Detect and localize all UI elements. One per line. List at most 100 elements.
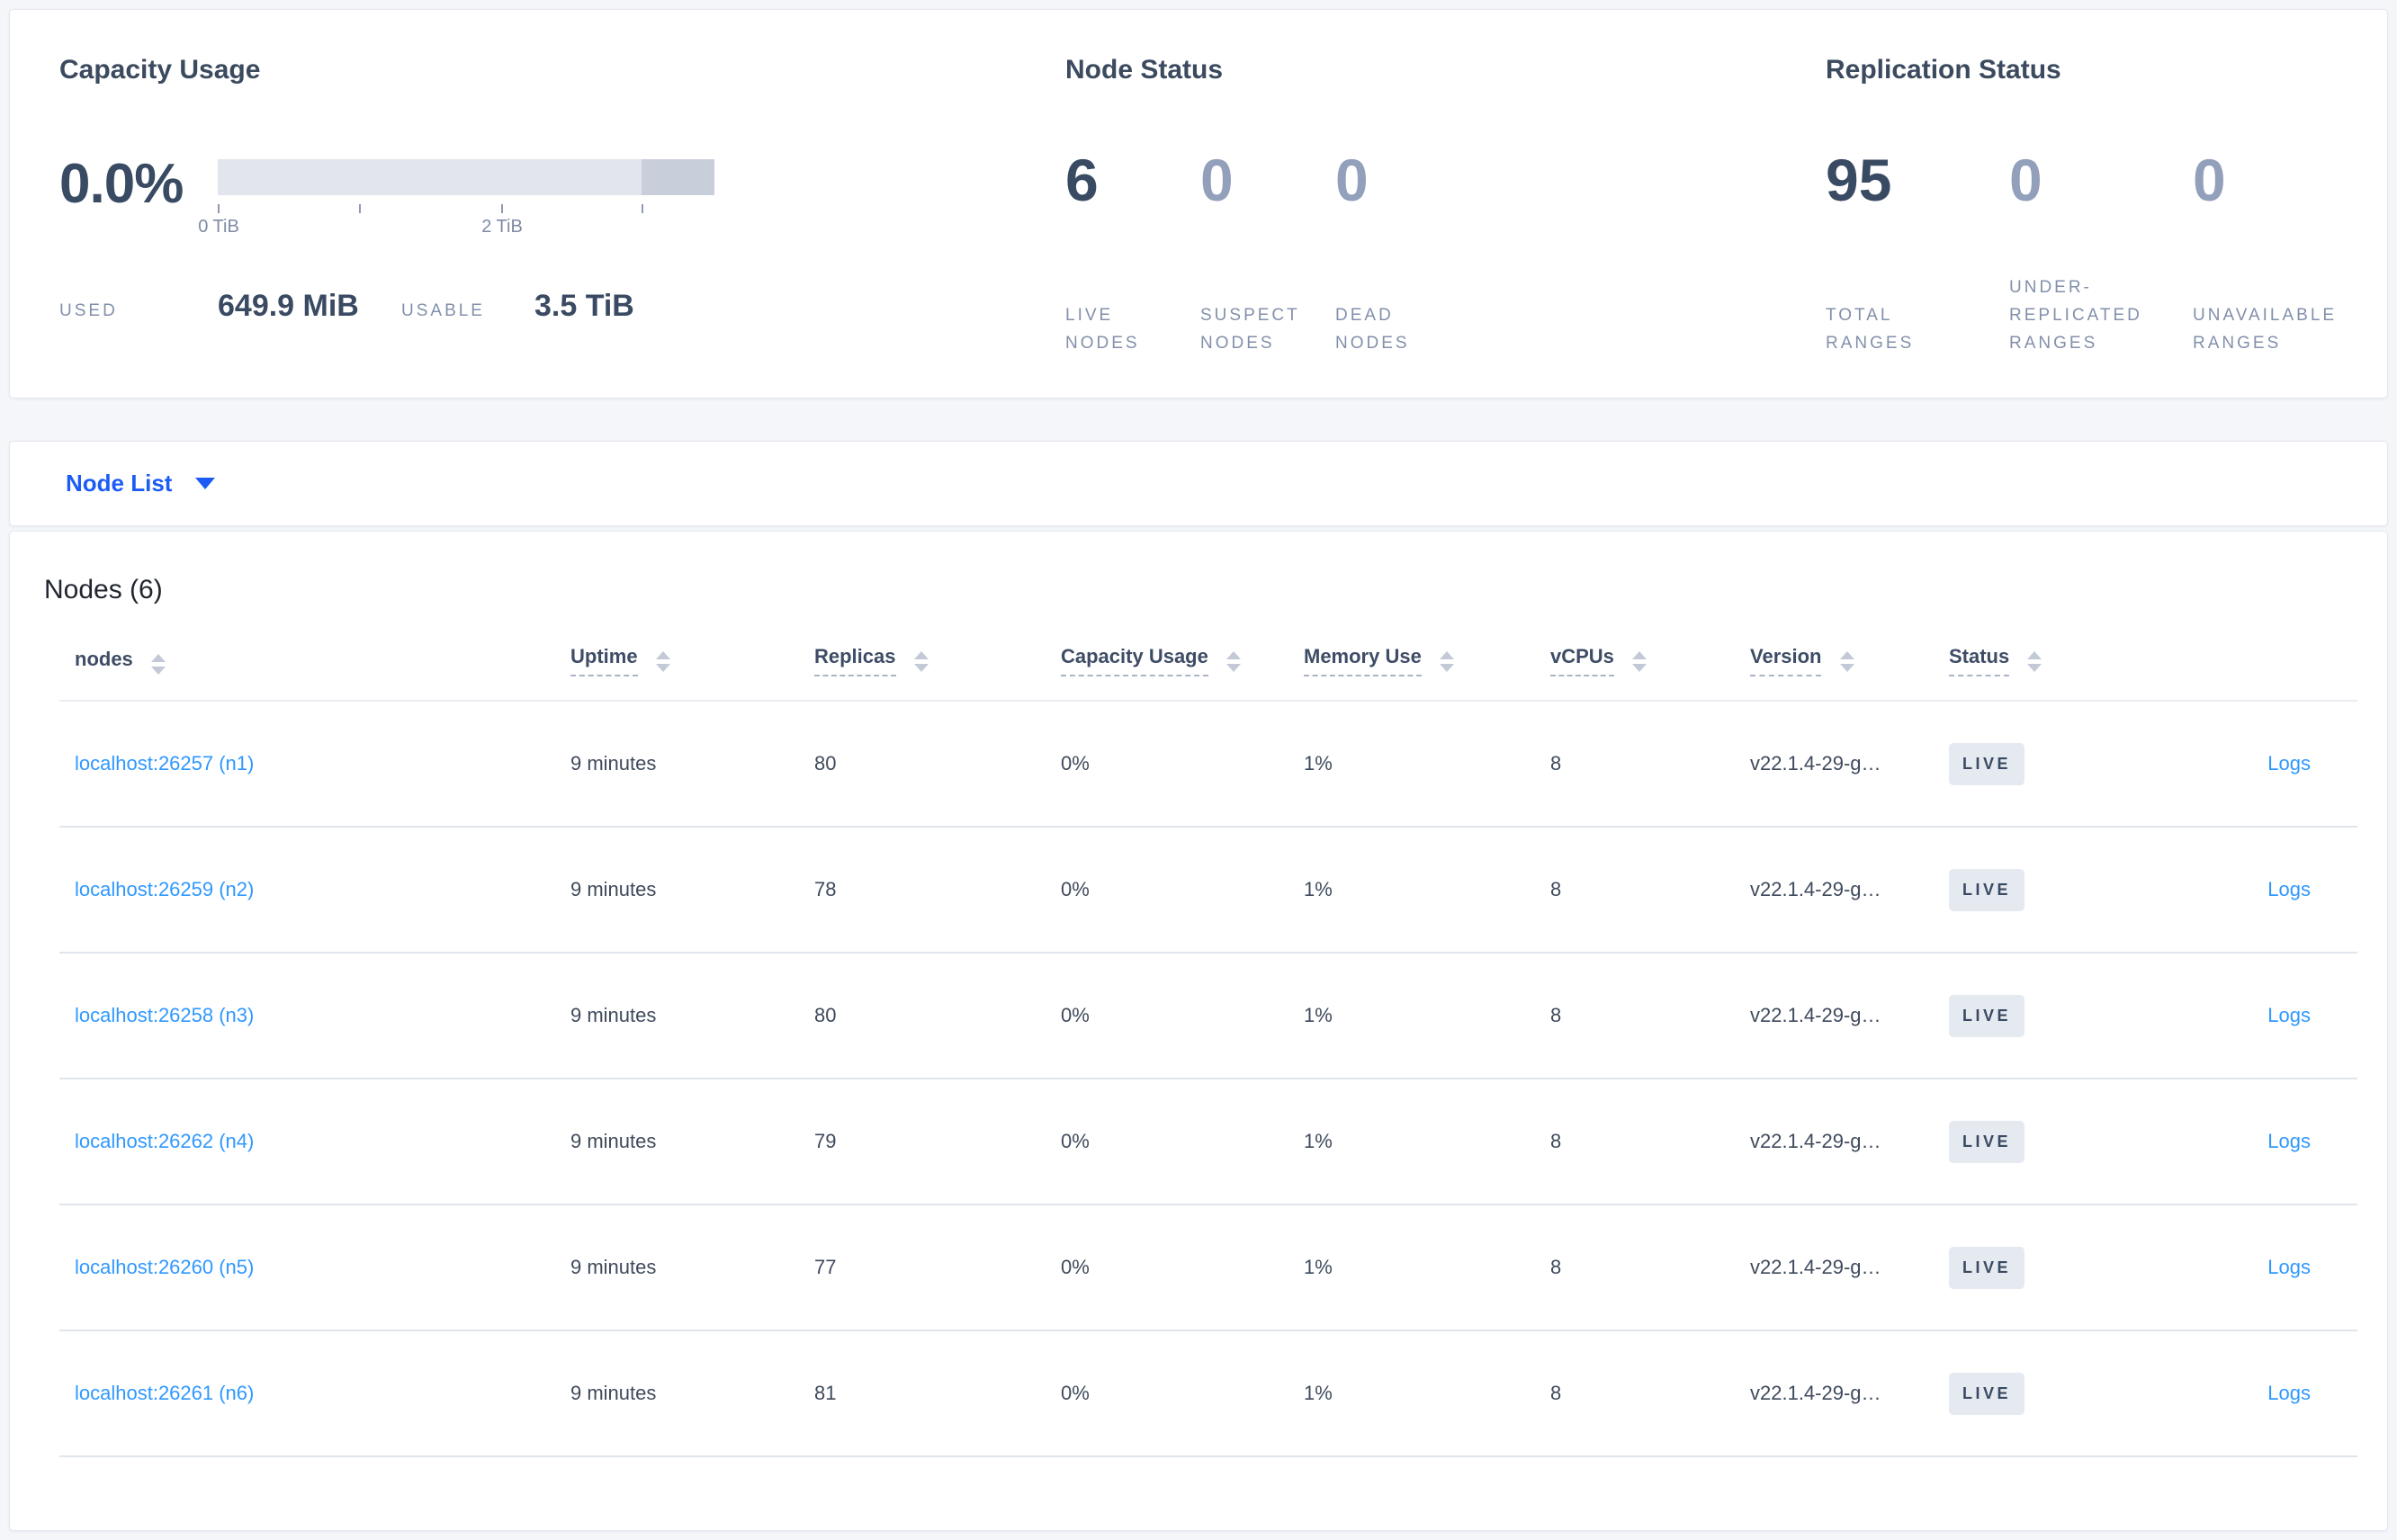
capacity-usage-cell: 0%: [1061, 1330, 1304, 1457]
sort-icon: [655, 651, 670, 672]
uptime-cell: 9 minutes: [570, 1079, 814, 1205]
dead-nodes-value: 0: [1335, 147, 1369, 213]
capacity-usage-cell: 0%: [1061, 953, 1304, 1079]
used-value: 649.9 MiB: [218, 289, 359, 323]
uptime-cell: 9 minutes: [570, 827, 814, 954]
vcpus-cell: 8: [1550, 953, 1750, 1079]
capacity-bar-chart: 0 TiB 2 TiB: [198, 159, 714, 237]
column-header-nodes[interactable]: nodes: [59, 622, 570, 702]
version-cell: v22.1.4-29-g…: [1750, 827, 1949, 954]
status-badge: LIVE: [1949, 742, 2025, 785]
column-header-vcpus[interactable]: vCPUs: [1550, 622, 1750, 702]
status-badge: LIVE: [1949, 868, 2025, 911]
node-list-dropdown-label: Node List: [66, 470, 173, 497]
node-address-link[interactable]: localhost:26258 (n3): [75, 1004, 255, 1026]
node-address-link[interactable]: localhost:26262 (n4): [75, 1130, 255, 1152]
column-header-uptime[interactable]: Uptime: [570, 622, 814, 702]
sort-icon: [1839, 651, 1854, 672]
replicas-cell: 77: [814, 1204, 1061, 1331]
total-ranges-value: 95: [1826, 147, 1892, 213]
suspect-nodes-value: 0: [1200, 147, 1234, 213]
usable-value: 3.5 TiB: [534, 289, 634, 323]
vcpus-cell: 8: [1550, 1204, 1750, 1331]
tick-mark: [501, 204, 503, 213]
replicas-cell: 79: [814, 1079, 1061, 1205]
status-badge: LIVE: [1949, 1120, 2025, 1163]
capacity-usage-cell: 0%: [1061, 827, 1304, 954]
column-header-capacity-usage[interactable]: Capacity Usage: [1061, 622, 1304, 702]
unavailable-ranges-value: 0: [2193, 147, 2226, 213]
logs-link[interactable]: Logs: [2267, 1382, 2311, 1404]
table-row: localhost:26261 (n6) 9 minutes 81 0% 1% …: [59, 1330, 2357, 1457]
capacity-bar-other-segment: [642, 159, 714, 195]
caret-down-icon: [195, 478, 216, 489]
sort-icon: [2027, 651, 2042, 672]
replicas-cell: 80: [814, 701, 1061, 828]
tick-mark: [642, 204, 643, 213]
memory-use-cell: 1%: [1304, 1330, 1550, 1457]
capacity-axis: 0 TiB 2 TiB: [198, 195, 714, 237]
memory-use-cell: 1%: [1304, 827, 1550, 954]
capacity-usage-title: Capacity Usage: [59, 55, 261, 85]
usable-label: USABLE: [401, 301, 485, 320]
sort-icon: [1632, 651, 1647, 672]
live-nodes-value: 6: [1065, 147, 1099, 213]
logs-link[interactable]: Logs: [2267, 1004, 2311, 1026]
replicas-cell: 81: [814, 1330, 1061, 1457]
memory-use-cell: 1%: [1304, 953, 1550, 1079]
table-row: localhost:26259 (n2) 9 minutes 78 0% 1% …: [59, 827, 2357, 954]
uptime-cell: 9 minutes: [570, 953, 814, 1079]
under-replicated-value: 0: [2009, 147, 2042, 213]
vcpus-cell: 8: [1550, 1330, 1750, 1457]
node-list-dropdown[interactable]: Node List: [66, 470, 216, 497]
memory-use-cell: 1%: [1304, 1204, 1550, 1331]
vcpus-cell: 8: [1550, 827, 1750, 954]
node-address-link[interactable]: localhost:26257 (n1): [75, 752, 255, 774]
memory-use-cell: 1%: [1304, 1079, 1550, 1205]
dead-nodes-stat: 0 DEAD NODES: [1335, 147, 1470, 357]
tick-mark: [218, 204, 220, 213]
replicas-cell: 80: [814, 953, 1061, 1079]
sort-icon: [150, 653, 166, 675]
node-address-link[interactable]: localhost:26260 (n5): [75, 1256, 255, 1278]
view-selector-bar: Node List: [9, 441, 2388, 526]
replication-status-title: Replication Status: [1826, 55, 2061, 85]
column-header-memory-use[interactable]: Memory Use: [1304, 622, 1550, 702]
sort-icon: [1225, 651, 1241, 672]
version-cell: v22.1.4-29-g…: [1750, 1204, 1949, 1331]
replicas-cell: 78: [814, 827, 1061, 954]
column-header-status[interactable]: Status: [1949, 622, 2129, 702]
capacity-percent: 0.0%: [59, 153, 184, 215]
column-header-logs: [2129, 622, 2357, 702]
logs-link[interactable]: Logs: [2267, 1130, 2311, 1152]
vcpus-cell: 8: [1550, 701, 1750, 828]
nodes-section-title: Nodes (6): [44, 575, 163, 604]
unavailable-ranges-label: UNAVAILABLE RANGES: [2193, 306, 2338, 353]
dead-nodes-label: DEAD NODES: [1335, 306, 1410, 353]
total-ranges-stat: 95 TOTAL RANGES: [1826, 147, 2009, 357]
column-header-replicas[interactable]: Replicas: [814, 622, 1061, 702]
logs-link[interactable]: Logs: [2267, 878, 2311, 900]
suspect-nodes-label: SUSPECT NODES: [1200, 306, 1300, 353]
vcpus-cell: 8: [1550, 1079, 1750, 1205]
tick-label-0tib: 0 TiB: [198, 217, 239, 237]
logs-link[interactable]: Logs: [2267, 1256, 2311, 1278]
version-cell: v22.1.4-29-g…: [1750, 1079, 1949, 1205]
uptime-cell: 9 minutes: [570, 1330, 814, 1457]
node-status-title: Node Status: [1065, 55, 1224, 85]
capacity-bar: [218, 159, 714, 195]
logs-link[interactable]: Logs: [2267, 752, 2311, 774]
live-nodes-stat: 6 LIVE NODES: [1065, 147, 1200, 357]
nodes-table: nodes Uptime Replicas Capacity Usage Mem…: [59, 622, 2357, 1457]
status-badge: LIVE: [1949, 1246, 2025, 1289]
memory-use-cell: 1%: [1304, 701, 1550, 828]
node-address-link[interactable]: localhost:26259 (n2): [75, 878, 255, 900]
tick-mark: [359, 204, 361, 213]
node-address-link[interactable]: localhost:26261 (n6): [75, 1382, 255, 1404]
tick-label-2tib: 2 TiB: [481, 217, 523, 237]
column-header-version[interactable]: Version: [1750, 622, 1949, 702]
suspect-nodes-stat: 0 SUSPECT NODES: [1200, 147, 1335, 357]
sort-icon: [1439, 651, 1454, 672]
under-replicated-ranges-stat: 0 UNDER- REPLICATED RANGES: [2009, 147, 2193, 357]
table-row: localhost:26257 (n1) 9 minutes 80 0% 1% …: [59, 701, 2357, 828]
